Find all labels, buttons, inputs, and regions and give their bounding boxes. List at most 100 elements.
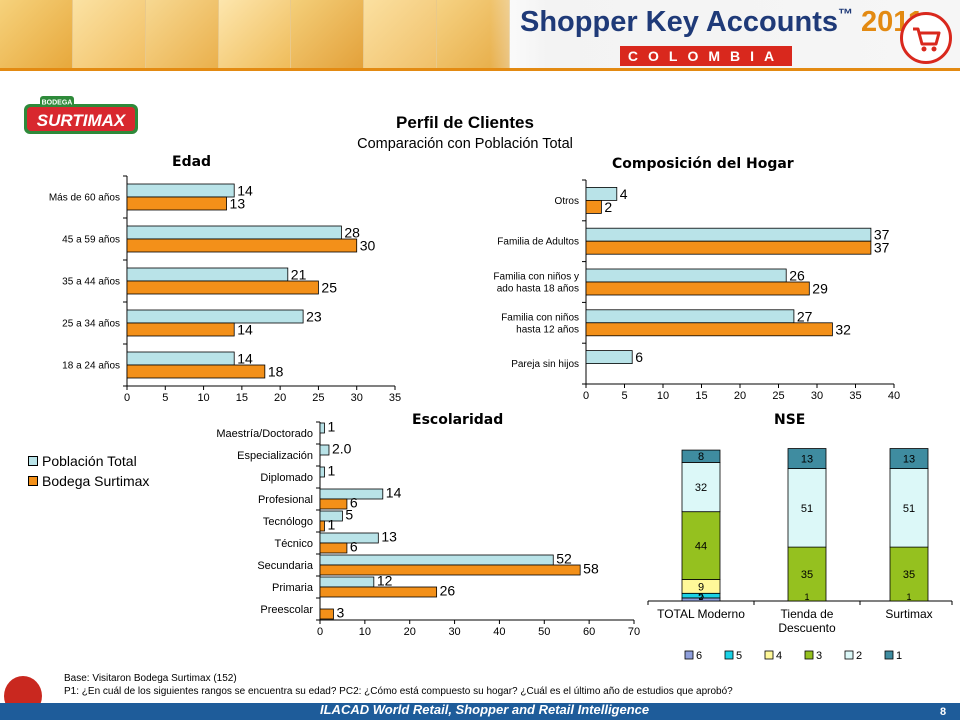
nse-legend-swatch	[884, 650, 894, 660]
x-tick-label: 10	[657, 390, 669, 402]
data-label: 14	[237, 322, 253, 338]
data-label: 5	[698, 591, 704, 603]
category-label: ado hasta 18 años	[497, 284, 579, 295]
stack-segment-nse-2	[681, 461, 721, 513]
banner-photo-strip	[0, 0, 511, 68]
bar-surtimax	[126, 238, 358, 253]
x-tick-label: 25	[312, 392, 324, 404]
data-label: 14	[237, 351, 253, 367]
x-tick-label: 60	[583, 626, 595, 638]
x-tick-label: 0	[124, 392, 130, 404]
category-label: Técnico	[274, 538, 313, 550]
legend-label: Población Total	[42, 453, 137, 469]
data-label: 2	[604, 199, 612, 215]
category-label: Descuento	[778, 621, 836, 635]
category-label: Tienda de	[781, 607, 834, 621]
data-label: 18	[268, 364, 284, 380]
data-label: 13	[230, 196, 246, 212]
nse-legend-swatch	[684, 650, 694, 660]
x-tick-label: 50	[538, 626, 550, 638]
category-label: TOTAL Moderno	[657, 607, 745, 621]
bar-poblacion	[585, 227, 872, 242]
bar-surtimax	[319, 498, 348, 510]
bar-poblacion	[126, 351, 235, 366]
stack-segment-nse-3	[681, 511, 721, 580]
data-label: 51	[903, 503, 915, 515]
nse-chart-title: NSE	[774, 412, 806, 428]
data-label: 26	[440, 583, 456, 599]
x-tick-label: 30	[351, 392, 363, 404]
footer-bar-text: ILACAD World Retail, Shopper and Retail …	[320, 702, 650, 717]
data-label: 32	[835, 321, 851, 337]
bar-poblacion	[585, 350, 633, 365]
nse-legend-swatch	[804, 650, 814, 660]
stack-segment-nse-2	[787, 468, 827, 548]
category-label: Primaria	[272, 582, 314, 594]
data-label: 3	[336, 605, 344, 621]
category-label: Familia con niños	[501, 312, 579, 323]
nse-legend-swatch	[764, 650, 774, 660]
category-label: 18 a 24 años	[62, 361, 120, 372]
nse-legend-label: 5	[736, 650, 742, 662]
category-label: 25 a 34 años	[62, 319, 120, 330]
nse-legend-label: 1	[896, 650, 902, 662]
surtimax-logo-top-text: BODEGA	[42, 100, 73, 107]
x-tick-label: 30	[448, 626, 460, 638]
legend-swatch	[28, 476, 38, 486]
page-number: 8	[940, 706, 947, 718]
category-label: 45 a 59 años	[62, 235, 120, 246]
x-tick-label: 20	[734, 390, 746, 402]
bar-surtimax	[585, 240, 872, 255]
category-label: Otros	[555, 196, 579, 207]
nse-legend-swatch	[724, 650, 734, 660]
bar-surtimax	[585, 199, 602, 214]
data-label: 44	[695, 541, 707, 553]
category-label: Profesional	[258, 494, 313, 506]
data-label: 1	[906, 592, 911, 602]
hogar-chart-title: Composición del Hogar	[612, 156, 794, 172]
bar-surtimax	[319, 564, 581, 576]
stack-segment-nse-1	[889, 448, 929, 469]
category-label: Pareja sin hijos	[511, 359, 579, 370]
data-label: 14	[386, 485, 402, 501]
bar-surtimax	[585, 322, 833, 337]
stack-segment-nse-1	[787, 448, 827, 469]
shopping-cart-logo-icon	[900, 12, 952, 64]
data-label: 2.0	[332, 441, 352, 457]
bar-surtimax	[126, 322, 235, 337]
nse-legend-label: 6	[696, 650, 702, 662]
category-label: Secundaria	[257, 560, 314, 572]
x-tick-label: 0	[317, 626, 323, 638]
bar-poblacion	[319, 444, 330, 456]
x-tick-label: 40	[493, 626, 505, 638]
legend-label: Bodega Surtimax	[42, 473, 150, 489]
x-tick-label: 5	[162, 392, 168, 404]
bar-poblacion	[585, 309, 795, 324]
data-label: 35	[903, 569, 915, 581]
x-tick-label: 15	[236, 392, 248, 404]
hogar-chart: 0 5 10 15 20 25 30 35 40 Otros 42 Familia de Adulto…	[493, 179, 900, 402]
bar-surtimax	[319, 542, 348, 554]
data-label: 8	[698, 451, 704, 463]
data-label: 14	[237, 183, 253, 199]
data-label: 58	[583, 561, 599, 577]
bar-poblacion	[126, 225, 342, 240]
legend-swatch	[28, 456, 38, 466]
x-tick-label: 10	[197, 392, 209, 404]
banner-divider	[0, 68, 960, 71]
data-label: 52	[556, 551, 572, 567]
data-label: 37	[874, 240, 890, 256]
x-tick-label: 5	[621, 390, 627, 402]
page-title: Perfil de Clientes	[396, 113, 534, 132]
edad-chart-title: Edad	[172, 154, 212, 170]
x-tick-label: 25	[772, 390, 784, 402]
data-label: 13	[381, 529, 397, 545]
data-label: 29	[812, 281, 828, 297]
category-label: Surtimax	[885, 607, 932, 621]
x-tick-label: 0	[583, 390, 589, 402]
bar-poblacion	[319, 488, 384, 500]
bar-poblacion	[319, 576, 375, 588]
data-label: 6	[350, 539, 358, 555]
